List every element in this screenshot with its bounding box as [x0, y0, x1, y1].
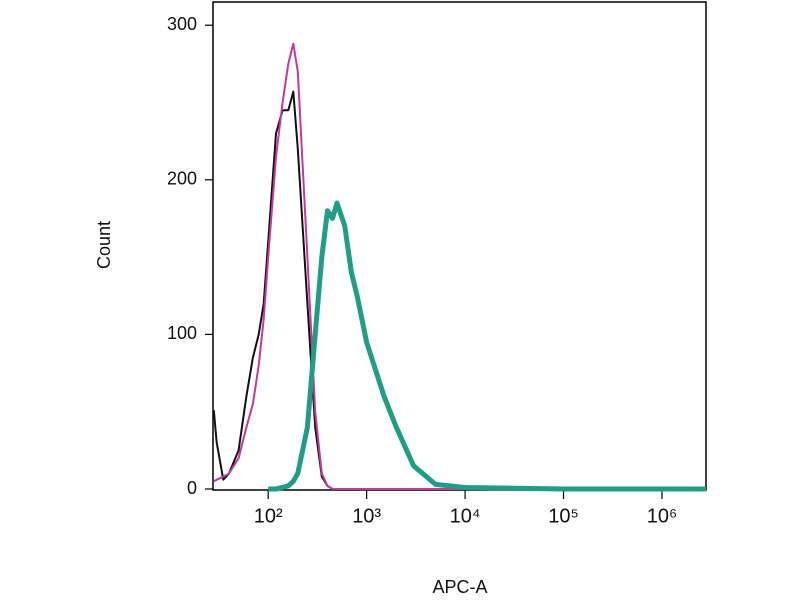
x-axis-title: APC-A	[432, 577, 487, 597]
y-tick-label: 0	[187, 478, 197, 498]
histogram-line	[213, 42, 706, 490]
y-tick-label: 200	[167, 169, 197, 189]
y-tick-label: 300	[167, 14, 197, 34]
x-tick-label: 10⁵	[548, 505, 579, 527]
x-tick-label: 10³	[352, 505, 381, 527]
y-axis-title: Count	[94, 221, 114, 269]
y-tick-label: 100	[167, 323, 197, 343]
x-tick-label: 10⁶	[647, 505, 677, 527]
histogram-line	[268, 200, 706, 492]
histogram-line	[212, 90, 706, 490]
x-tick-label: 10²	[254, 505, 283, 527]
x-tick-label: 10⁴	[450, 505, 481, 527]
